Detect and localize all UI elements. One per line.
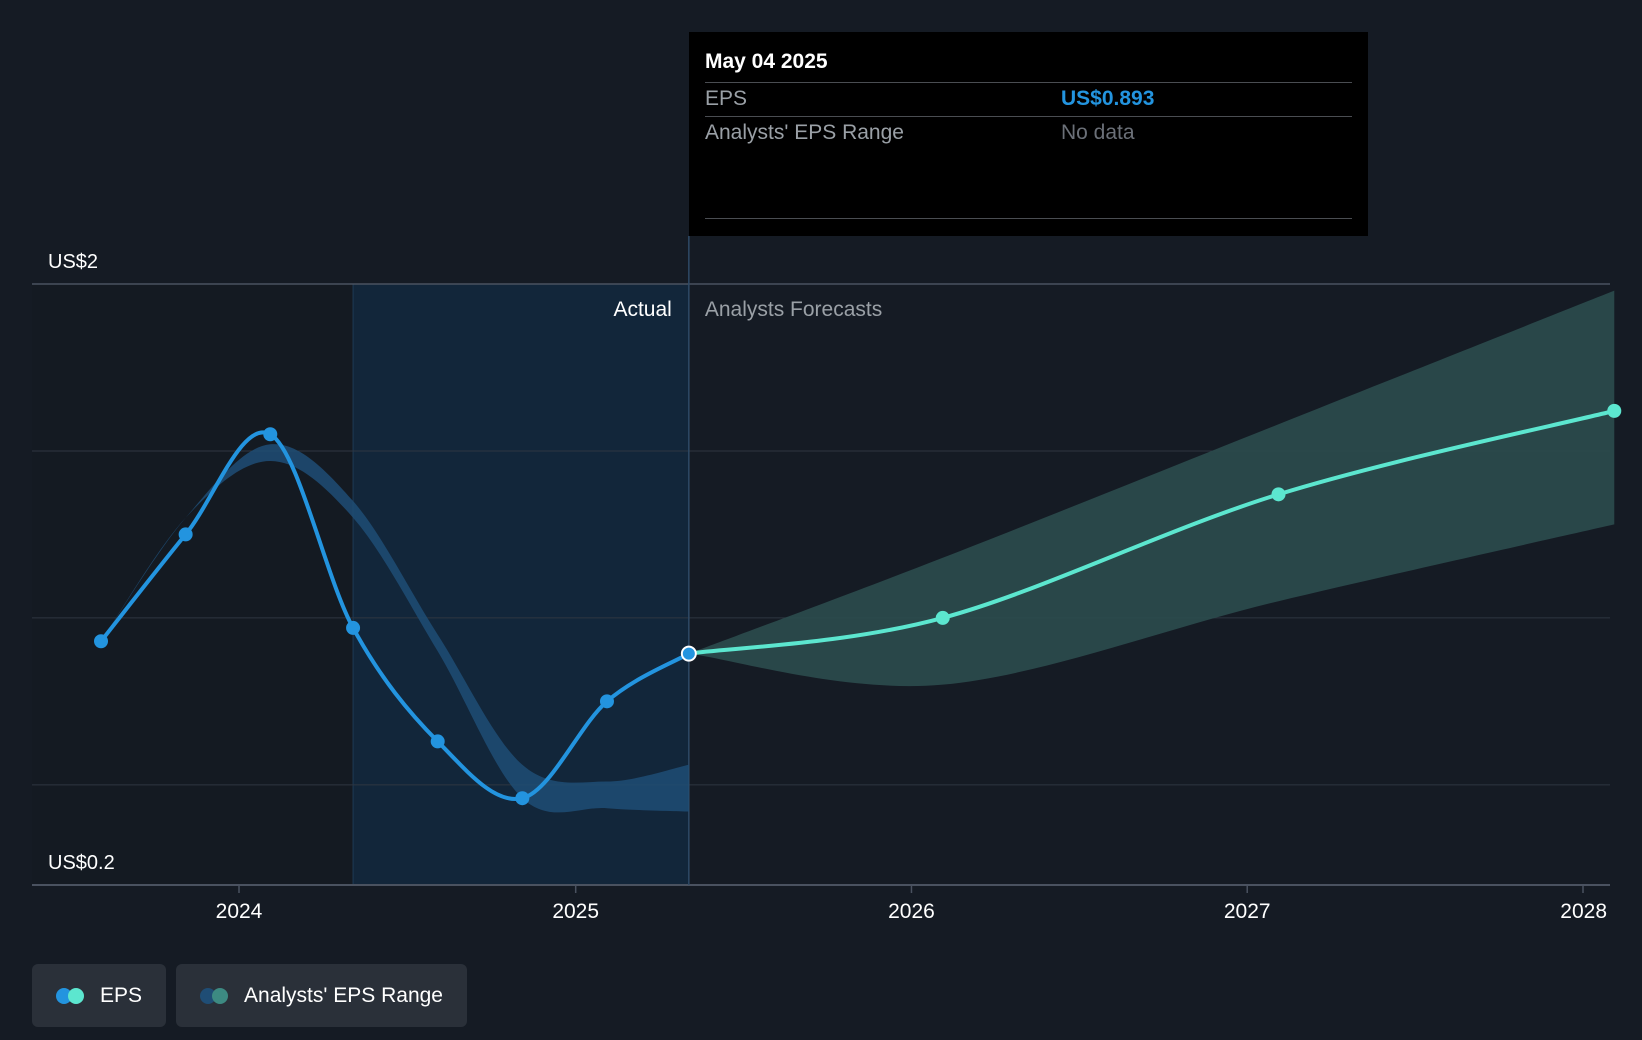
- forecast-eps-range-band: [688, 290, 1615, 687]
- eps-actual-point[interactable]: [599, 694, 614, 709]
- forecast-region-label: Analysts Forecasts: [705, 298, 882, 321]
- actual-region-label: Actual: [613, 298, 671, 321]
- eps-actual-point[interactable]: [263, 427, 278, 442]
- eps-forecast-point[interactable]: [1271, 487, 1286, 502]
- tooltip-eps-label: EPS: [705, 87, 748, 110]
- legend-label-eps-range: Analysts' EPS Range: [244, 983, 443, 1007]
- tooltip-range-value: No data: [1061, 121, 1135, 144]
- tooltip-divider: [705, 82, 1352, 83]
- eps-forecast-line: [686, 408, 1617, 656]
- axis-labels: US$2 US$0.2 2024 2025 2026 2027 2028 Actual Anal…: [48, 251, 1607, 923]
- eps-actual-line: [99, 430, 691, 802]
- eps-tooltip: May 04 2025 EPS US$0.893 Analysts' EPS R…: [689, 32, 1368, 236]
- x-tick-label: 2026: [888, 900, 935, 923]
- tooltip-divider: [705, 116, 1352, 117]
- eps-lines: [99, 408, 1617, 802]
- eps-actual-point[interactable]: [178, 527, 193, 542]
- range-legend-icon: [200, 987, 230, 1004]
- legend-item-eps[interactable]: EPS: [32, 964, 167, 1027]
- eps-forecast-point[interactable]: [935, 610, 950, 625]
- eps-actual-point[interactable]: [515, 791, 530, 806]
- x-tick-label: 2025: [552, 900, 599, 923]
- tooltip-range-label: Analysts' EPS Range: [705, 121, 904, 144]
- eps-forecast-point[interactable]: [1607, 403, 1622, 418]
- eps-actual-point[interactable]: [346, 620, 361, 635]
- eps-points[interactable]: [94, 403, 1622, 806]
- eps-actual-point[interactable]: [430, 734, 445, 749]
- y-label-min: US$0.2: [48, 852, 115, 874]
- chart-legend: EPS Analysts' EPS Range: [32, 964, 467, 1027]
- legend-dot: [212, 987, 229, 1004]
- legend-item-eps-range[interactable]: Analysts' EPS Range: [176, 964, 467, 1027]
- legend-dot: [68, 987, 84, 1004]
- y-label-max: US$2: [48, 251, 98, 273]
- legend-label-eps: EPS: [100, 983, 143, 1007]
- x-tick-label: 2027: [1224, 900, 1271, 923]
- past-region: [32, 284, 354, 885]
- eps-actual-point[interactable]: [94, 634, 109, 649]
- eps-legend-icon: [56, 987, 86, 1004]
- eps-range-bands: [101, 290, 1615, 813]
- x-tick-label: 2028: [1560, 900, 1607, 923]
- tooltip-eps-value: US$0.893: [1061, 87, 1155, 110]
- tooltip-date: May 04 2025: [705, 50, 828, 73]
- tooltip-divider: [705, 218, 1352, 219]
- x-tick-label: 2024: [216, 900, 263, 923]
- eps-point-selected[interactable]: [680, 645, 697, 662]
